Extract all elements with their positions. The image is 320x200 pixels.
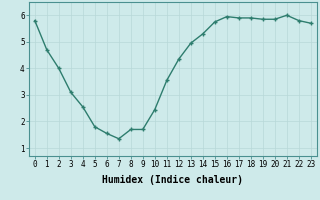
X-axis label: Humidex (Indice chaleur): Humidex (Indice chaleur): [102, 175, 243, 185]
